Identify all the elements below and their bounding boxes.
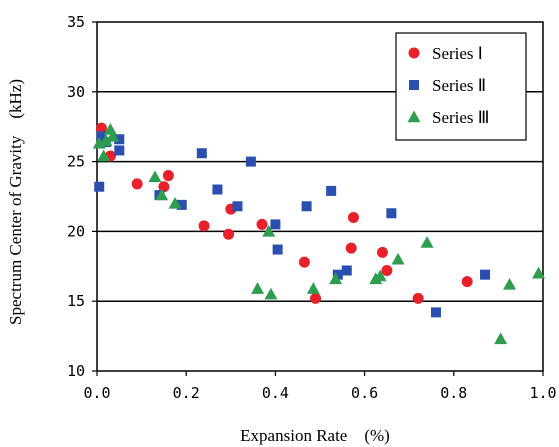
series-2-point (176, 199, 187, 210)
series-3-point (391, 252, 405, 265)
series-1-point (198, 220, 210, 232)
series-1-point (412, 292, 424, 304)
series-2-point (301, 201, 312, 212)
series-3-point (103, 122, 117, 135)
series-2-points (94, 131, 491, 318)
x-tick-label: 1.0 (529, 384, 556, 402)
y-tick-label: 20 (67, 222, 85, 240)
series-1-point (223, 228, 235, 240)
series-1-point (461, 276, 473, 288)
series-3-point (168, 196, 182, 209)
plot-area (96, 21, 544, 372)
series-3-point (494, 332, 508, 345)
series-2-point (114, 134, 125, 145)
series-2-point (430, 307, 441, 318)
series-2-point (114, 145, 125, 156)
series-3-point (264, 287, 278, 300)
series-3-point (532, 266, 546, 279)
data-points (92, 122, 546, 345)
series-3-points (92, 122, 546, 345)
series-3-point (503, 277, 517, 290)
x-axis-title: Expansion Rate (%) (240, 426, 390, 445)
x-tick-label: 0.4 (262, 384, 289, 402)
x-axis-ticks: 0.0 0.2 0.4 0.6 0.8 1.0 (83, 371, 557, 402)
series-2-point (386, 208, 397, 219)
series-3-point (373, 269, 387, 282)
series-1-point (256, 218, 268, 230)
series-1-point (162, 170, 174, 182)
series-3-point (262, 224, 276, 237)
series-2-point (232, 201, 243, 212)
legend-label-series-3: Series Ⅲ (432, 108, 490, 127)
series-3-point (329, 272, 343, 285)
series-2-point (196, 148, 207, 159)
series-1-point (376, 246, 388, 258)
series-3-point (148, 170, 162, 183)
y-axis-ticks: 10 15 20 25 30 35 (67, 13, 97, 380)
legend-marker-series-3 (407, 110, 421, 123)
series-1-point (298, 256, 310, 268)
series-2-point (272, 244, 283, 255)
series-2-point (480, 269, 491, 280)
series-1-point (347, 211, 359, 223)
series-2-point (270, 219, 281, 230)
x-tick-label: 0.8 (440, 384, 467, 402)
series-3-point (306, 282, 320, 294)
legend-marker-series-2 (409, 80, 419, 90)
y-tick-label: 15 (67, 292, 85, 310)
series-2-point (326, 185, 337, 196)
series-2-point (341, 265, 352, 276)
series-2-point (332, 269, 343, 280)
legend-label-series-1: Series Ⅰ (432, 44, 483, 63)
y-axis-title: Spectrum Center of Gravity (kHz) (6, 79, 25, 325)
series-1-point (345, 242, 357, 254)
series-1-point (381, 264, 393, 276)
series-3-point (155, 188, 169, 201)
legend-marker-series-1 (408, 47, 420, 59)
series-3-point (251, 282, 265, 294)
legend-label-series-2: Series Ⅱ (432, 76, 486, 95)
series-2-point (245, 156, 256, 167)
y-tick-label: 30 (67, 83, 85, 101)
x-tick-label: 0.2 (173, 384, 200, 402)
x-tick-label: 0.6 (351, 384, 378, 402)
series-1-point (158, 181, 170, 193)
series-1-points (95, 122, 473, 304)
series-3-point (106, 129, 120, 142)
y-tick-label: 10 (67, 362, 85, 380)
series-2-point (96, 131, 107, 142)
series-2-point (212, 184, 223, 195)
series-2-point (94, 181, 105, 192)
series-1-point (131, 178, 143, 190)
series-3-point (97, 149, 111, 162)
series-1-point (95, 122, 107, 134)
y-tick-label: 35 (67, 13, 85, 31)
series-3-point (99, 134, 113, 146)
y-tick-label: 25 (67, 153, 85, 171)
series-3-point (420, 236, 434, 248)
legend: Series Ⅰ Series Ⅱ Series Ⅲ (395, 32, 527, 141)
series-1-point (310, 292, 322, 304)
x-tick-label: 0.0 (83, 384, 110, 402)
